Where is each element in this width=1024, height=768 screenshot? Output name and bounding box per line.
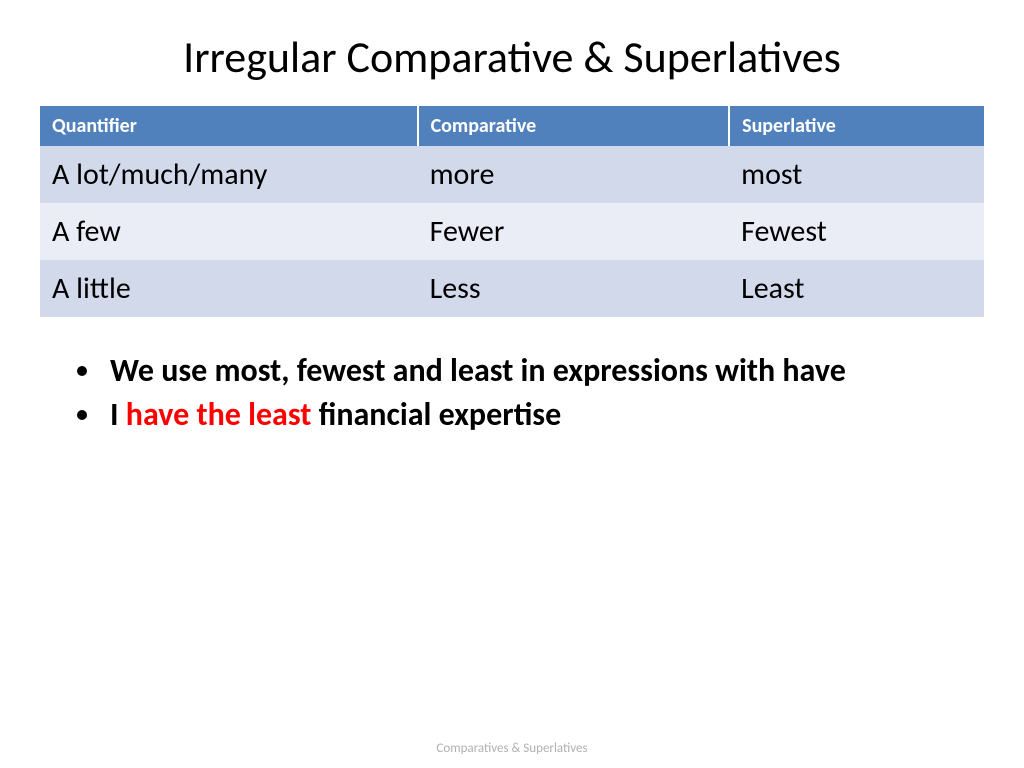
bullet-text: I: [110, 395, 126, 434]
slide-footer: Comparatives & Superlatives: [0, 741, 1024, 756]
slide: Irregular Comparative & Superlatives Qua…: [0, 0, 1024, 768]
bullet-item: We use most, fewest and least in express…: [104, 351, 984, 391]
cell-comparative: more: [418, 146, 730, 203]
comparison-table: Quantifier Comparative Superlative A lot…: [40, 106, 984, 317]
col-header-comparative: Comparative: [418, 106, 730, 146]
cell-comparative: Less: [418, 260, 730, 317]
cell-comparative: Fewer: [418, 203, 730, 260]
cell-superlative: most: [729, 146, 984, 203]
table-body: A lot/much/many more most A few Fewer Fe…: [40, 146, 984, 317]
cell-quantifier: A few: [40, 203, 418, 260]
bullet-list: We use most, fewest and least in express…: [40, 351, 984, 439]
table-row: A little Less Least: [40, 260, 984, 317]
col-header-superlative: Superlative: [729, 106, 984, 146]
table-header-row: Quantifier Comparative Superlative: [40, 106, 984, 146]
table-row: A few Fewer Fewest: [40, 203, 984, 260]
table-row: A lot/much/many more most: [40, 146, 984, 203]
col-header-quantifier: Quantifier: [40, 106, 418, 146]
bullet-item: I have the least financial expertise: [104, 395, 984, 435]
cell-quantifier: A lot/much/many: [40, 146, 418, 203]
cell-superlative: Least: [729, 260, 984, 317]
cell-superlative: Fewest: [729, 203, 984, 260]
slide-title: Irregular Comparative & Superlatives: [40, 30, 984, 84]
bullet-accent-text: have the least: [126, 395, 312, 434]
cell-quantifier: A little: [40, 260, 418, 317]
bullet-text: financial expertise: [311, 395, 561, 434]
